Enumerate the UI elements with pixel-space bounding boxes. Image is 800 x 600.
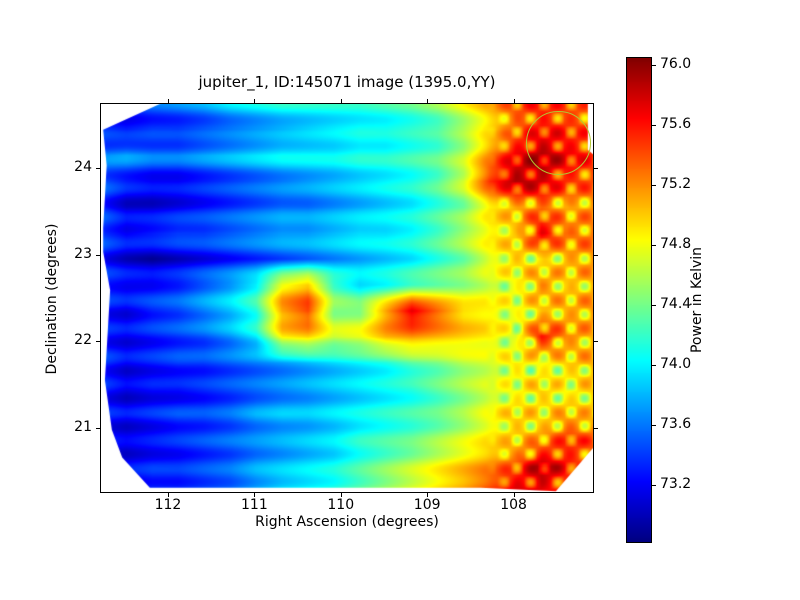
x-tick-label: 109 xyxy=(413,497,441,513)
y-tick-label: 22 xyxy=(74,332,92,349)
colorbar-tick-label: 76.0 xyxy=(660,55,692,72)
tick-mark xyxy=(96,341,100,343)
tick-mark xyxy=(652,184,656,186)
tick-mark xyxy=(594,341,598,343)
tick-mark xyxy=(594,428,598,429)
colorbar-label: Power in Kelvin xyxy=(689,246,705,354)
y-tick-label: 24 xyxy=(74,159,92,175)
tick-mark xyxy=(652,64,656,66)
colorbar-tick-label: 75.2 xyxy=(660,175,692,192)
tick-mark xyxy=(427,99,429,103)
x-tick-label: 110 xyxy=(327,497,355,513)
tick-mark xyxy=(513,493,515,497)
tick-mark xyxy=(96,254,100,256)
tick-mark xyxy=(340,99,342,103)
x-tick-label: 108 xyxy=(500,497,527,513)
x-tick-label: 112 xyxy=(154,497,182,513)
tick-mark xyxy=(96,168,100,169)
y-tick-label: 23 xyxy=(74,245,92,262)
tick-mark xyxy=(652,124,656,126)
heatmap-image xyxy=(100,103,594,493)
plot-title: jupiter_1, ID:145071 image (1395.0,YY) xyxy=(198,73,496,91)
tick-mark xyxy=(652,364,656,366)
tick-mark xyxy=(652,304,656,306)
colorbar-tick-label: 74.8 xyxy=(660,235,692,252)
tick-mark xyxy=(427,493,429,497)
x-axis-label: Right Ascension (degrees) xyxy=(255,514,439,530)
tick-mark xyxy=(594,168,598,169)
y-axis-label: Declination (degrees) xyxy=(44,223,60,375)
tick-mark xyxy=(96,428,100,429)
colorbar-tick-label: 73.6 xyxy=(660,415,692,432)
colorbar xyxy=(626,57,652,543)
colorbar-tick-label: 73.2 xyxy=(660,475,692,492)
tick-mark xyxy=(513,99,515,103)
colorbar-tick-label: 74.0 xyxy=(660,355,692,372)
tick-mark xyxy=(594,254,598,256)
tick-mark xyxy=(652,424,656,426)
tick-mark xyxy=(340,493,342,497)
tick-mark xyxy=(167,493,169,497)
colorbar-tick-label: 74.4 xyxy=(660,295,692,312)
tick-mark xyxy=(652,484,656,486)
tick-mark xyxy=(254,493,256,497)
tick-mark xyxy=(167,99,169,103)
colorbar-tick-label: 75.6 xyxy=(660,115,692,132)
x-tick-label: 111 xyxy=(241,497,268,513)
tick-mark xyxy=(652,244,656,246)
tick-mark xyxy=(254,99,256,103)
y-tick-label: 21 xyxy=(74,419,92,435)
